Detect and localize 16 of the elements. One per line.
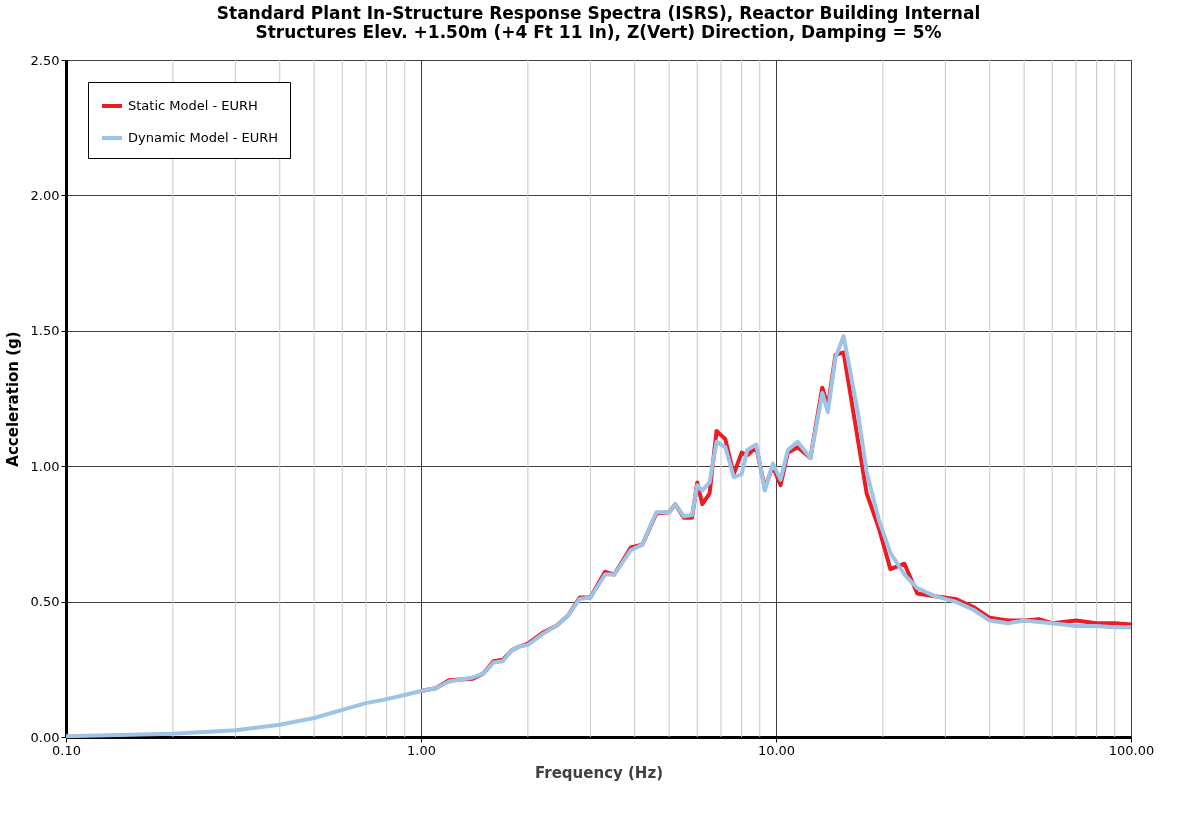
x-tick-label: 10.00 [757,742,796,758]
y-tick-label: 2.00 [30,187,60,203]
y-tick-label: 2.50 [30,52,60,68]
y-tick-label: 0.00 [30,729,60,745]
text: Structures Elev. +1.50m (+4 Ft 11 In), Z(Vert) Direction, Damping = 5% [255,22,942,42]
legend-label: Dynamic Model - EURH [128,130,278,145]
y-axis-title: Acceleration (g) [3,331,22,467]
x-tick-label: 1.00 [407,742,436,758]
y-tick-label: 1.00 [30,458,60,474]
y-tick-label: 1.50 [30,323,60,339]
legend-label: Static Model - EURH [128,98,258,113]
text: Standard Plant In-Structure Response Spectra (ISRS), Reactor Building Internal [216,3,981,23]
x-tick-label: 100.00 [1108,742,1155,758]
x-axis-title: Frequency (Hz) [534,763,664,782]
x-tick-label: 0.10 [52,742,81,758]
y-tick-label: 0.50 [30,594,60,610]
